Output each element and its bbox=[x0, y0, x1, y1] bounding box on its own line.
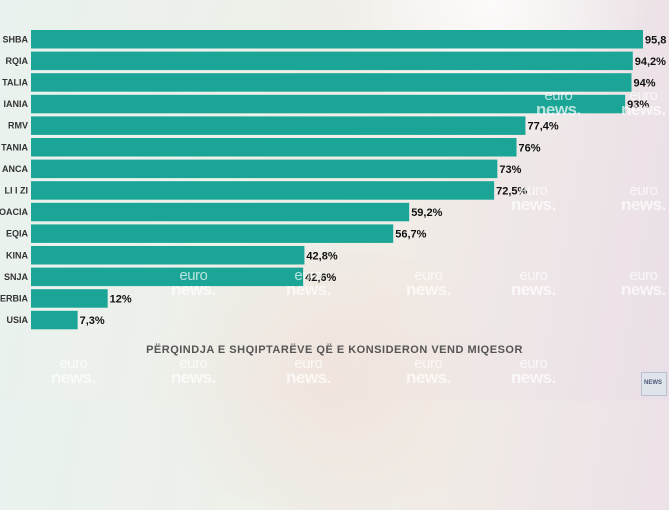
euronews-watermark: euro news. bbox=[286, 355, 331, 387]
watermark-line2: news. bbox=[536, 99, 581, 119]
euronews-watermark: euro news. bbox=[621, 87, 666, 119]
euronews-watermark: euro news. bbox=[621, 182, 666, 214]
value-label: 73% bbox=[499, 164, 521, 176]
watermark-line2: news. bbox=[51, 367, 96, 387]
bars-group: SHBA 95,8 RQIA 94,2% TALIA 94% IANIA 93% RMV 77,4… bbox=[0, 30, 666, 330]
bar-shba bbox=[31, 30, 643, 49]
category-label: TALIA bbox=[2, 77, 28, 87]
euronews-watermark: euro news. bbox=[511, 355, 556, 387]
value-label: 72,5% bbox=[496, 185, 527, 197]
value-label: 93% bbox=[627, 99, 649, 111]
euronews-watermark: euro news. bbox=[286, 267, 331, 299]
category-label: SHBA bbox=[2, 34, 28, 44]
category-label: USIA bbox=[6, 315, 28, 325]
euronews-watermark: euro news. bbox=[406, 267, 451, 299]
watermark-line2: news. bbox=[286, 279, 331, 299]
euronews-watermark: euro news. bbox=[51, 355, 96, 387]
category-label: IANIA bbox=[4, 99, 29, 109]
category-label: RQIA bbox=[6, 56, 29, 66]
euronews-watermark: euro news. bbox=[171, 355, 216, 387]
watermark-line1: euro bbox=[59, 355, 88, 372]
euronews-watermark: euro news. bbox=[406, 355, 451, 387]
bar-greqia bbox=[31, 224, 394, 243]
bar-gjermania bbox=[31, 94, 626, 114]
watermark-line2: news. bbox=[171, 279, 216, 299]
watermark-line2: news. bbox=[406, 279, 451, 299]
bar-bosnja bbox=[31, 267, 304, 287]
bar-mali-i-zi bbox=[31, 181, 495, 200]
watermark-line1: euro bbox=[414, 355, 443, 372]
watermark-line1: euro bbox=[294, 355, 323, 372]
watermark-line1: euro bbox=[179, 267, 208, 284]
category-label: EQIA bbox=[6, 229, 29, 239]
watermark-line1: euro bbox=[629, 87, 658, 104]
value-label: 94% bbox=[634, 77, 656, 89]
watermark-line2: news. bbox=[171, 367, 216, 387]
broadcaster-logo: NEWS bbox=[641, 372, 667, 396]
category-label: RMV bbox=[8, 121, 28, 131]
category-label: OACIA bbox=[0, 207, 29, 217]
value-label: 76% bbox=[519, 142, 541, 154]
value-label: 56,7% bbox=[395, 229, 426, 241]
watermark-line1: euro bbox=[544, 87, 573, 104]
watermark-line2: news. bbox=[621, 279, 666, 299]
bar-chart: SHBA 95,8 RQIA 94,2% TALIA 94% IANIA 93% RMV 77,4… bbox=[0, 30, 666, 330]
watermark-line2: news. bbox=[621, 99, 666, 119]
euronews-watermark: euro news. bbox=[511, 182, 556, 214]
category-label: ERBIA bbox=[0, 293, 28, 303]
watermark-line1: euro bbox=[519, 182, 548, 199]
bar-rusia bbox=[31, 310, 78, 330]
watermark-line2: news. bbox=[511, 279, 556, 299]
watermark-line1: euro bbox=[519, 267, 548, 284]
watermark-line2: news. bbox=[511, 367, 556, 387]
watermark-line1: euro bbox=[629, 182, 658, 199]
watermark-line1: euro bbox=[294, 267, 323, 284]
category-label: ANCA bbox=[2, 164, 28, 174]
watermark-line1: euro bbox=[629, 267, 658, 284]
category-label: KINA bbox=[6, 250, 28, 260]
bar-rmv bbox=[31, 116, 526, 135]
bar-italia bbox=[31, 73, 632, 92]
bar-kina bbox=[31, 246, 305, 265]
watermark-line2: news. bbox=[621, 194, 666, 214]
value-label: 42,6% bbox=[305, 272, 336, 284]
category-label: LI I ZI bbox=[5, 185, 29, 195]
value-label: 42,8% bbox=[306, 250, 337, 262]
chart-caption: PËRQINDJA E SHQIPTARËVE QË E KONSIDERON … bbox=[146, 344, 523, 356]
bar-turqia bbox=[31, 51, 633, 71]
euronews-watermark: euro news. bbox=[171, 267, 216, 299]
bar-franca bbox=[31, 159, 498, 179]
category-label: TANIA bbox=[1, 142, 28, 152]
bar-britania bbox=[31, 138, 517, 157]
value-label: 12% bbox=[110, 293, 132, 305]
watermark-line2: news. bbox=[511, 194, 556, 214]
value-label: 7,3% bbox=[80, 315, 105, 327]
broadcaster-logo-text: NEWS bbox=[644, 380, 662, 386]
watermark-line2: news. bbox=[286, 367, 331, 387]
watermark-line2: news. bbox=[406, 367, 451, 387]
bar-serbia bbox=[31, 289, 108, 308]
value-label: 59,2% bbox=[411, 207, 442, 219]
category-label: SNJA bbox=[4, 272, 29, 282]
value-label: 94,2% bbox=[635, 56, 666, 68]
euronews-watermark: euro news. bbox=[621, 267, 666, 299]
euronews-watermark: euro news. bbox=[536, 87, 581, 119]
watermark-line1: euro bbox=[414, 267, 443, 284]
watermark-line1: euro bbox=[179, 355, 208, 372]
value-label: 95,8 bbox=[645, 34, 666, 46]
value-label: 77,4% bbox=[527, 121, 558, 133]
watermark-line1: euro bbox=[519, 355, 548, 372]
euronews-watermark: euro news. bbox=[511, 267, 556, 299]
bar-kroacia bbox=[31, 202, 410, 222]
